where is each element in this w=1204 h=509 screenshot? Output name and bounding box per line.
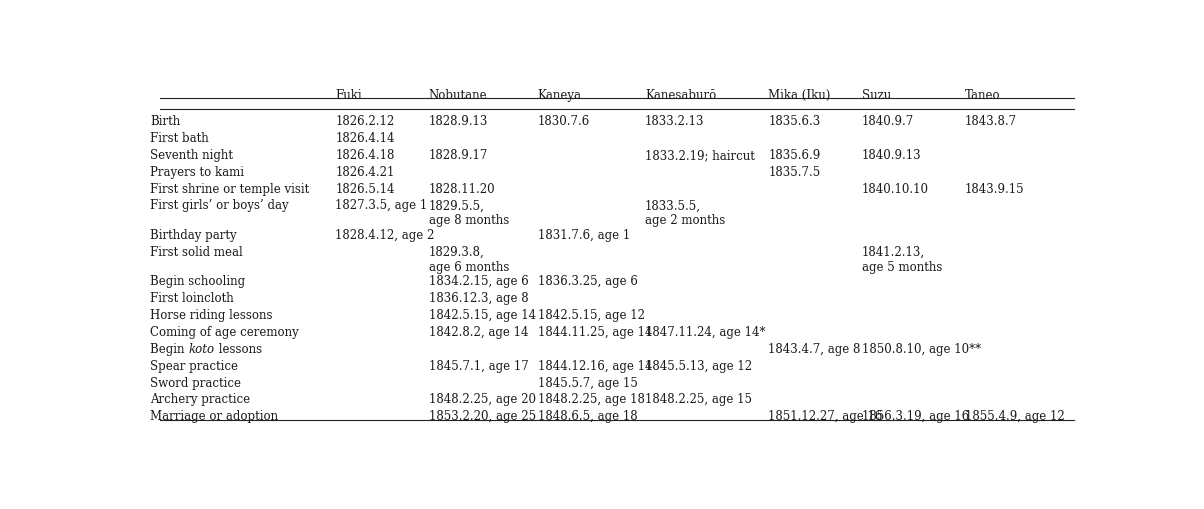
Text: 1845.5.13, age 12: 1845.5.13, age 12 — [645, 359, 752, 372]
Text: Spear practice: Spear practice — [150, 359, 238, 372]
Text: Archery practice: Archery practice — [150, 392, 250, 406]
Text: 1828.11.20: 1828.11.20 — [429, 182, 495, 195]
Text: 1842.5.15, age 12: 1842.5.15, age 12 — [538, 308, 644, 321]
Text: Horse riding lessons: Horse riding lessons — [150, 308, 273, 321]
Text: 1840.10.10: 1840.10.10 — [862, 182, 928, 195]
Text: 1828.9.17: 1828.9.17 — [429, 149, 488, 161]
Text: 1826.4.18: 1826.4.18 — [335, 149, 395, 161]
Text: 1851.12.27, age 16: 1851.12.27, age 16 — [768, 410, 883, 422]
Text: 1845.5.7, age 15: 1845.5.7, age 15 — [538, 376, 638, 389]
Text: koto: koto — [189, 342, 214, 355]
Text: First bath: First bath — [150, 132, 209, 145]
Text: lessons: lessons — [214, 342, 262, 355]
Text: 1831.7.6, age 1: 1831.7.6, age 1 — [538, 229, 630, 241]
Text: 1828.9.13: 1828.9.13 — [429, 115, 488, 128]
Text: Fuki: Fuki — [335, 89, 362, 101]
Text: Seventh night: Seventh night — [150, 149, 234, 161]
Text: Birth: Birth — [150, 115, 181, 128]
Text: 1845.7.1, age 17: 1845.7.1, age 17 — [429, 359, 529, 372]
Text: 1855.4.9, age 12: 1855.4.9, age 12 — [966, 410, 1064, 422]
Text: 1840.9.7: 1840.9.7 — [862, 115, 914, 128]
Text: 1853.2.20, age 25: 1853.2.20, age 25 — [429, 410, 536, 422]
Text: Coming of age ceremony: Coming of age ceremony — [150, 325, 300, 338]
Text: 1830.7.6: 1830.7.6 — [538, 115, 590, 128]
Text: 1848.2.25, age 15: 1848.2.25, age 15 — [645, 392, 752, 406]
Text: 1826.2.12: 1826.2.12 — [335, 115, 395, 128]
Text: 1843.8.7: 1843.8.7 — [966, 115, 1017, 128]
Text: Birthday party: Birthday party — [150, 229, 237, 241]
Text: Kaneya: Kaneya — [538, 89, 582, 101]
Text: Nobutane: Nobutane — [429, 89, 488, 101]
Text: Marriage or adoption: Marriage or adoption — [150, 410, 278, 422]
Text: 1835.6.9: 1835.6.9 — [768, 149, 820, 161]
Text: 1842.8.2, age 14: 1842.8.2, age 14 — [429, 325, 529, 338]
Text: 1856.3.19, age 16: 1856.3.19, age 16 — [862, 410, 969, 422]
Text: 1836.3.25, age 6: 1836.3.25, age 6 — [538, 275, 638, 288]
Text: 1833.2.19; haircut: 1833.2.19; haircut — [645, 149, 755, 161]
Text: 1829.3.8,
age 6 months: 1829.3.8, age 6 months — [429, 245, 509, 273]
Text: 1848.6.5, age 18: 1848.6.5, age 18 — [538, 410, 637, 422]
Text: Taneo: Taneo — [966, 89, 1001, 101]
Text: Begin: Begin — [150, 342, 189, 355]
Text: 1850.8.10, age 10**: 1850.8.10, age 10** — [862, 342, 980, 355]
Text: 1843.4.7, age 8: 1843.4.7, age 8 — [768, 342, 861, 355]
Text: First solid meal: First solid meal — [150, 245, 243, 258]
Text: 1847.11.24, age 14*: 1847.11.24, age 14* — [645, 325, 766, 338]
Text: Mika (Iku): Mika (Iku) — [768, 89, 831, 101]
Text: 1848.2.25, age 20: 1848.2.25, age 20 — [429, 392, 536, 406]
Text: 1844.12.16, age 14: 1844.12.16, age 14 — [538, 359, 653, 372]
Text: 1835.7.5: 1835.7.5 — [768, 165, 820, 178]
Text: First girls’ or boys’ day: First girls’ or boys’ day — [150, 199, 289, 212]
Text: 1833.5.5,
age 2 months: 1833.5.5, age 2 months — [645, 199, 725, 227]
Text: First shrine or temple visit: First shrine or temple visit — [150, 182, 309, 195]
Text: Begin schooling: Begin schooling — [150, 275, 246, 288]
Text: 1835.6.3: 1835.6.3 — [768, 115, 820, 128]
Text: Prayers to kami: Prayers to kami — [150, 165, 244, 178]
Text: 1827.3.5, age 1: 1827.3.5, age 1 — [335, 199, 427, 212]
Text: 1826.4.21: 1826.4.21 — [335, 165, 395, 178]
Text: 1829.5.5,
age 8 months: 1829.5.5, age 8 months — [429, 199, 509, 227]
Text: Suzu: Suzu — [862, 89, 891, 101]
Text: Sword practice: Sword practice — [150, 376, 242, 389]
Text: 1842.5.15, age 14: 1842.5.15, age 14 — [429, 308, 536, 321]
Text: 1841.2.13,
age 5 months: 1841.2.13, age 5 months — [862, 245, 942, 273]
Text: 1836.12.3, age 8: 1836.12.3, age 8 — [429, 292, 529, 304]
Text: 1840.9.13: 1840.9.13 — [862, 149, 921, 161]
Text: Kanesaburō: Kanesaburō — [645, 89, 716, 101]
Text: 1826.5.14: 1826.5.14 — [335, 182, 395, 195]
Text: 1834.2.15, age 6: 1834.2.15, age 6 — [429, 275, 529, 288]
Text: First loincloth: First loincloth — [150, 292, 235, 304]
Text: 1848.2.25, age 18: 1848.2.25, age 18 — [538, 392, 644, 406]
Text: 1844.11.25, age 14: 1844.11.25, age 14 — [538, 325, 653, 338]
Text: 1833.2.13: 1833.2.13 — [645, 115, 704, 128]
Text: 1828.4.12, age 2: 1828.4.12, age 2 — [335, 229, 435, 241]
Text: 1843.9.15: 1843.9.15 — [966, 182, 1025, 195]
Text: 1826.4.14: 1826.4.14 — [335, 132, 395, 145]
